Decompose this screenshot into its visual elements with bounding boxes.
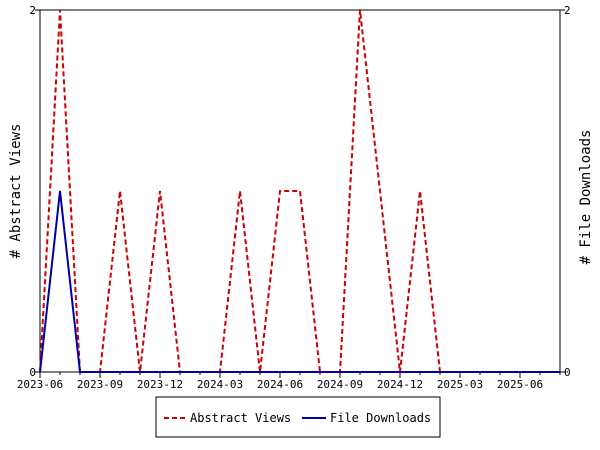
legend-label-abstract-views: Abstract Views (190, 411, 291, 425)
y-left-tick-label: 0 (29, 366, 36, 379)
x-tick-label: 2024-09 (317, 378, 363, 391)
y-left-tick-label: 2 (29, 4, 36, 17)
x-tick-label: 2025-03 (437, 378, 483, 391)
left-axis-title: # Abstract Views (8, 124, 24, 259)
x-tick-label: 2024-03 (197, 378, 243, 391)
plot-area (39, 9, 561, 373)
legend-label-file-downloads: File Downloads (330, 411, 431, 425)
axes: 2023-06 2023-09 2023-12 2024-03 2024-06 2024-… (17, 4, 571, 391)
x-tick-label: 2024-06 (257, 378, 303, 391)
right-axis-title: # File Downloads (578, 130, 594, 265)
x-tick-label: 2023-12 (137, 378, 183, 391)
plot-frame (39, 9, 561, 373)
series-line-abstract-views (39, 9, 560, 373)
x-tick-label: 2024-12 (377, 378, 423, 391)
legend: Abstract Views File Downloads (155, 396, 441, 438)
x-tick-label: 2023-06 (17, 378, 63, 391)
x-tick-label: 2025-06 (497, 378, 543, 391)
x-tick-label: 2023-09 (77, 378, 123, 391)
legend-box (155, 396, 441, 438)
y-right-tick-label: 2 (564, 4, 571, 17)
y-right-tick-label: 0 (564, 366, 571, 379)
